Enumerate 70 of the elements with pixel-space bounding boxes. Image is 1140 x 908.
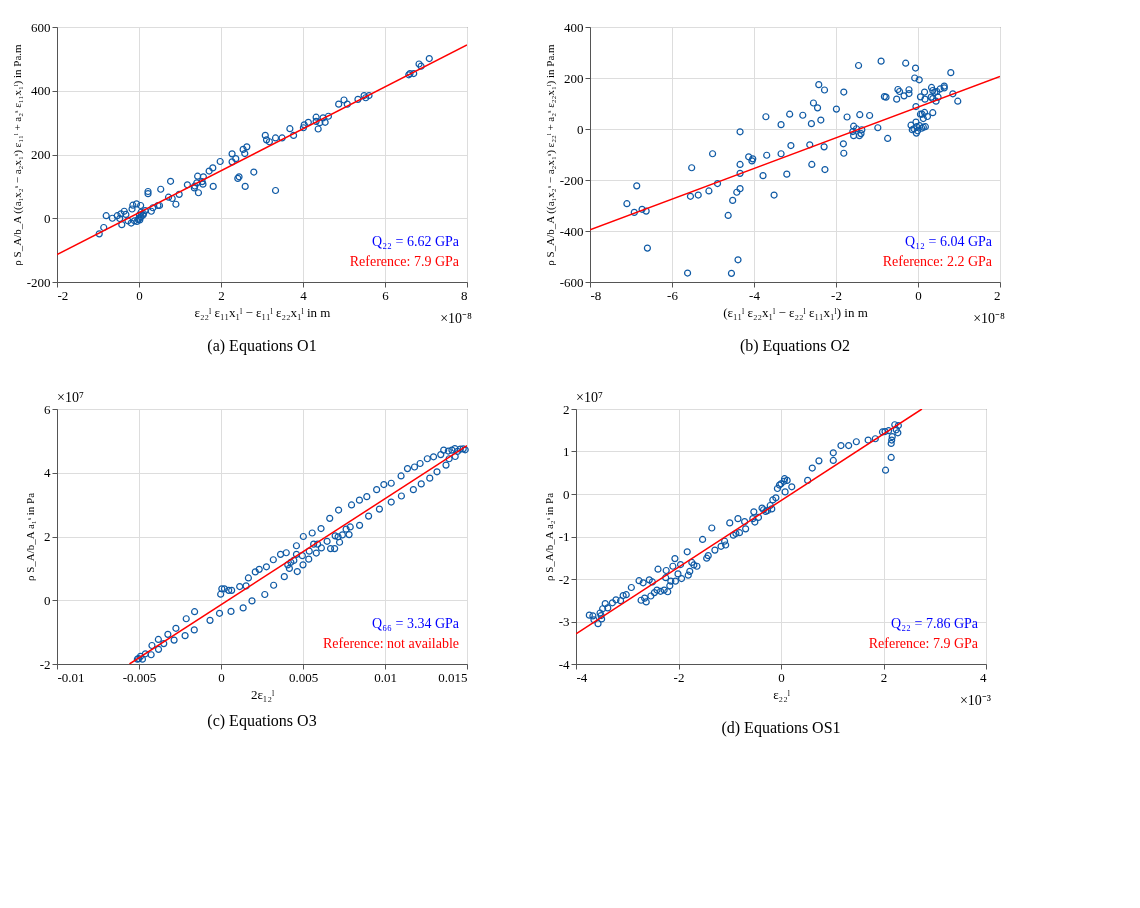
- x-tick-label: -4: [749, 287, 761, 303]
- x-tick-label: 2: [218, 287, 225, 303]
- y-axis-title: ρ S_A/b_A a₂ˢ in Pa: [542, 492, 555, 582]
- y-tick-label: -3: [558, 614, 570, 629]
- text: (b) Equations O2: [739, 337, 851, 355]
- text: ×10⁻⁸: [440, 311, 473, 326]
- text: ×10⁷: [57, 390, 84, 405]
- annotation: Reference: 7.9 GPa: [349, 254, 460, 269]
- y-tick-label: 1: [563, 444, 570, 459]
- text: (d) Equations OS1: [721, 719, 841, 737]
- y-tick-label: -1: [558, 529, 570, 544]
- y-axis-title: ρ S_A/b_A a₁ˢ in Pa: [23, 492, 36, 582]
- x-tick-label: 0.015: [438, 669, 468, 685]
- y-tick-label: 0: [44, 210, 51, 226]
- y-tick-label: 400: [564, 19, 584, 35]
- y-tick-label: -2: [39, 656, 51, 672]
- annotation: Reference: 2.2 GPa: [882, 254, 993, 269]
- x-axis-title: ε₂₂ˡ ε₁₁x₁ˡ − ε₁₁ˡ ε₂₂x₁ˡ in m: [194, 304, 331, 320]
- y-tick-label: 0: [44, 592, 51, 608]
- x-tick-label: -0.005: [122, 669, 157, 685]
- y-tick-label: 400: [31, 83, 51, 99]
- annotation: Q₂₂ = 7.86 GPa: [891, 616, 979, 631]
- y-axis-title: ρ S_A/b_A ((a₁x₂ˢ − a₂x₁ˢ) ε₁₁ˡ + a₂ˢ ε₁₁x₁ˡ) in Pa.m: [10, 43, 24, 266]
- y-tick-label: -200: [26, 274, 51, 290]
- x-tick-label: 4: [300, 287, 308, 303]
- x-tick-label: 0: [136, 287, 143, 303]
- x-tick-label: -2: [673, 669, 685, 685]
- x-tick-label: 0: [218, 669, 225, 685]
- x-tick-label: 0.005: [288, 669, 319, 685]
- x-tick-label: 4: [980, 669, 987, 685]
- text: ×10⁻³: [959, 693, 991, 708]
- x-tick-label: 6: [382, 287, 390, 303]
- text: (a) Equations O1: [207, 337, 317, 355]
- x-tick-label: -0.01: [57, 669, 85, 685]
- y-tick-label: 4: [44, 465, 51, 481]
- x-axis-title: 2ε₁₂ˡ: [250, 686, 275, 702]
- annotation: Q₁₂ = 6.04 GPa: [905, 234, 993, 249]
- text: ×10⁻⁸: [973, 311, 1006, 326]
- y-tick-label: 2: [44, 529, 51, 544]
- x-tick-label: 2: [880, 669, 888, 685]
- text: (c) Equations O3: [207, 712, 317, 730]
- y-tick-label: -600: [559, 274, 584, 290]
- x-tick-label: 8: [461, 287, 468, 303]
- y-tick-label: 200: [31, 147, 51, 162]
- annotation: Q₂₂ = 6.62 GPa: [372, 234, 460, 249]
- y-tick-label: 0: [563, 486, 570, 502]
- text: ×10⁷: [576, 390, 603, 405]
- y-tick-label: 6: [44, 401, 51, 417]
- x-tick-label: -2: [831, 287, 842, 303]
- y-tick-label: -400: [559, 223, 584, 239]
- x-tick-label: 0.01: [374, 669, 397, 685]
- annotation: Reference: 7.9 GPa: [868, 636, 979, 651]
- x-tick-label: 0: [915, 287, 922, 303]
- x-tick-label: 0: [778, 669, 785, 685]
- y-tick-label: 600: [31, 19, 51, 35]
- x-tick-label: -2: [57, 287, 69, 303]
- x-tick-label: 2: [994, 287, 1001, 303]
- y-tick-label: 0: [577, 121, 584, 137]
- y-tick-label: 200: [564, 70, 584, 86]
- annotation: Q₆₆ = 3.34 GPa: [372, 616, 460, 631]
- x-tick-label: -8: [590, 287, 602, 303]
- y-axis-title: ρ S_A/b_A ((a₁x₂ˢ − a₂x₁ˢ) ε₂₂ˡ + a₂ˢ ε₂₂x₁ˡ) in Pa.m: [543, 43, 557, 266]
- y-tick-label: -200: [559, 172, 584, 188]
- x-axis-title: ε₂₂ˡ: [773, 686, 791, 702]
- y-tick-label: -2: [558, 571, 570, 587]
- y-tick-label: 2: [563, 401, 570, 417]
- annotation: Reference: not available: [322, 636, 459, 651]
- y-tick-label: -4: [558, 656, 570, 672]
- x-axis-title: (ε₁₁ˡ ε₂₂x₁ˡ − ε₂₂ˡ ε₁₁x₁ˡ) in m: [723, 304, 868, 320]
- x-tick-label: -6: [667, 287, 679, 303]
